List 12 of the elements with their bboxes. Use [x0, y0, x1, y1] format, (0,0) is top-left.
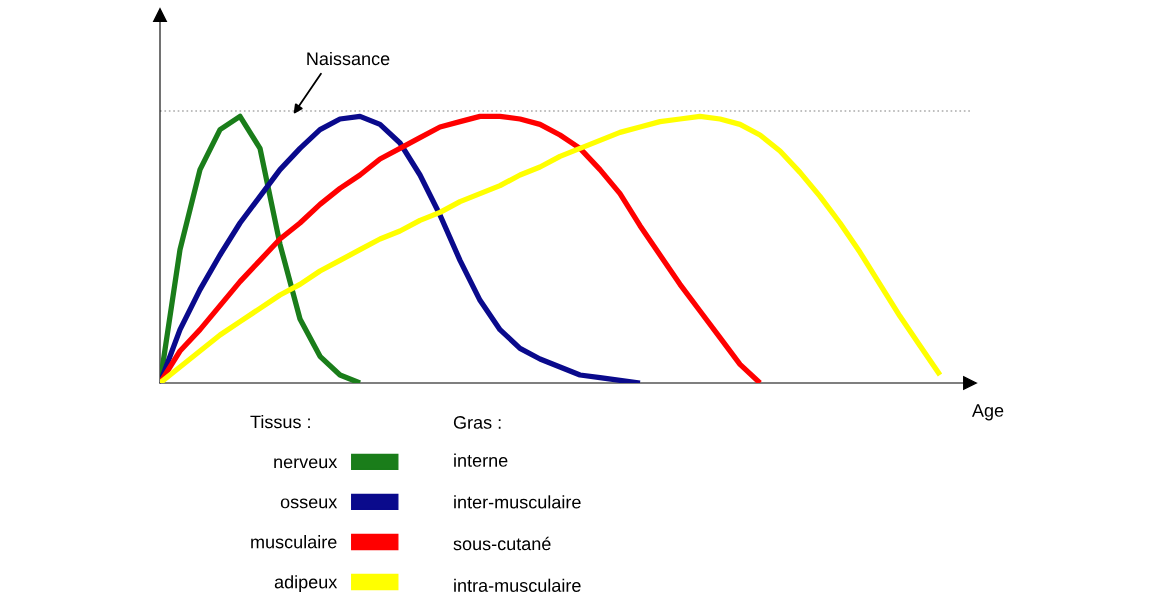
- legend-label: nerveux: [274, 458, 338, 469]
- text: interne: [454, 453, 508, 467]
- x-axis-title: Age: [971, 404, 1004, 421]
- text: Naissance: [307, 51, 390, 66]
- legend-label: musculaire: [251, 535, 337, 549]
- legend-label: osseux: [280, 498, 338, 509]
- text: Gras :: [453, 416, 501, 429]
- text: inter-musculaire: [454, 495, 581, 509]
- text: intra-musculaire: [454, 578, 581, 592]
- text: sous-cutané: [453, 536, 551, 551]
- legend-title: Tissus :: [250, 415, 310, 429]
- legend-label: adipeux: [274, 575, 338, 592]
